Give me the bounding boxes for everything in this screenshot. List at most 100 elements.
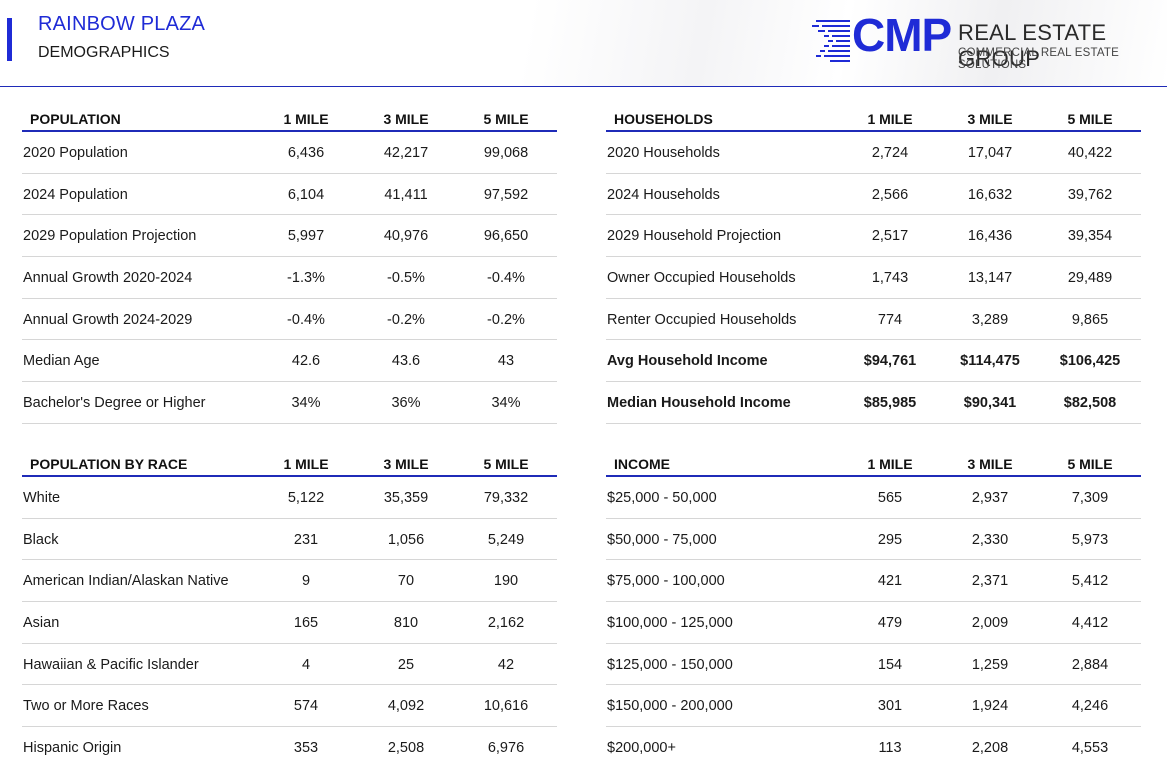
- row-label: Median Household Income: [607, 395, 791, 412]
- row-value: 5,122: [287, 490, 325, 506]
- row-value: 4,553: [1071, 740, 1109, 757]
- row-value: 190: [493, 573, 519, 590]
- row-value: 40,422: [1067, 145, 1113, 161]
- table-header-row: POPULATION BY RACE 1 MILE 3 MILE 5 MILE: [22, 447, 557, 477]
- row-value: 2,208: [971, 740, 1009, 757]
- row-value: $90,341: [963, 395, 1017, 412]
- row-label: Median Age: [23, 353, 100, 370]
- table-row: 2020 Households 2,724 17,047 40,422: [606, 132, 1141, 174]
- row-value: 2,330: [971, 531, 1009, 548]
- row-value: -0.2%: [487, 311, 525, 328]
- row-label: White: [23, 490, 61, 506]
- row-label: 2024 Population: [23, 186, 128, 203]
- row-value: 39,354: [1067, 228, 1113, 245]
- row-value: 2,937: [971, 490, 1009, 506]
- row-value: 1,259: [971, 656, 1009, 673]
- row-value: $106,425: [1059, 353, 1121, 370]
- table-row: Renter Occupied Households 774 3,289 9,865: [606, 299, 1141, 341]
- row-label: Renter Occupied Households: [607, 311, 797, 328]
- row-value: 35,359: [383, 490, 429, 506]
- table-row: $100,000 - 125,000 479 2,009 4,412: [606, 602, 1141, 644]
- row-value: 2,724: [871, 145, 909, 161]
- table-row: 2029 Population Projection 5,997 40,976 96,…: [22, 215, 557, 258]
- row-value: -0.5%: [387, 270, 425, 287]
- row-label: Two or More Races: [23, 698, 149, 715]
- table-row: $125,000 - 150,000 154 1,259 2,884: [606, 644, 1141, 686]
- table-row: Annual Growth 2024-2029 -0.4% -0.2% -0.2%: [22, 299, 557, 341]
- row-label: $25,000 - 50,000: [607, 490, 717, 506]
- row-value: 9: [301, 573, 311, 590]
- title-accent-bar: [7, 18, 12, 61]
- row-value: 42: [497, 656, 515, 673]
- row-value: 810: [393, 615, 419, 632]
- table-row: 2024 Households 2,566 16,632 39,762: [606, 174, 1141, 216]
- row-value: -1.3%: [287, 270, 325, 287]
- table-row: Black 231 1,056 5,249: [22, 519, 557, 561]
- table-row: $50,000 - 75,000 295 2,330 5,973: [606, 519, 1141, 561]
- race-table: POPULATION BY RACE 1 MILE 3 MILE 5 MILE Whit…: [22, 447, 557, 766]
- row-value: 1,743: [871, 270, 909, 287]
- table-section-title: POPULATION: [30, 111, 121, 127]
- row-value: 36%: [391, 395, 421, 412]
- table-row: Bachelor's Degree or Higher 34% 36% 34%: [22, 382, 557, 424]
- row-value: 4,092: [387, 698, 425, 715]
- row-value: 2,566: [871, 186, 909, 203]
- column-header: 3 MILE: [967, 111, 1013, 127]
- row-label: $125,000 - 150,000: [607, 656, 733, 673]
- table-row: Asian 165 810 2,162: [22, 602, 557, 644]
- table-row: Hispanic Origin 353 2,508 6,976: [22, 727, 557, 766]
- row-value: 2,884: [1071, 656, 1109, 673]
- row-label: Asian: [23, 615, 60, 632]
- row-value: 2,009: [971, 615, 1009, 632]
- table-row: 2020 Population 6,436 42,217 99,068: [22, 132, 557, 174]
- row-value: 5,249: [487, 531, 525, 548]
- row-value: 4,412: [1071, 615, 1109, 632]
- row-value: 2,371: [971, 573, 1009, 590]
- column-header: 3 MILE: [383, 111, 429, 127]
- row-value: 421: [877, 573, 903, 590]
- row-value: 17,047: [967, 145, 1013, 161]
- row-value: 165: [293, 615, 319, 632]
- row-value: 42.6: [291, 353, 321, 370]
- table-row: Owner Occupied Households 1,743 13,147 29,4…: [606, 257, 1141, 299]
- row-value: -0.2%: [387, 311, 425, 328]
- table-section-title: INCOME: [614, 456, 670, 472]
- row-value: 16,632: [967, 186, 1013, 203]
- column-header: 1 MILE: [283, 111, 329, 127]
- table-section-title: POPULATION BY RACE: [30, 456, 188, 472]
- table-row: Median Age 42.6 43.6 43: [22, 340, 557, 383]
- row-value: 2,517: [871, 228, 909, 245]
- table-row: Hawaiian & Pacific Islander 4 25 42: [22, 644, 557, 686]
- row-value: 13,147: [967, 270, 1013, 287]
- column-header: 1 MILE: [867, 456, 913, 472]
- row-value: 154: [877, 656, 903, 673]
- row-label: Bachelor's Degree or Higher: [23, 395, 206, 412]
- table-row: Median Household Income $85,985 $90,341 $82…: [606, 382, 1141, 424]
- row-value: $85,985: [863, 395, 917, 412]
- row-value: 353: [293, 740, 319, 757]
- row-value: 99,068: [483, 145, 529, 161]
- row-value: 5,973: [1071, 531, 1109, 548]
- table-row: $150,000 - 200,000 301 1,924 4,246: [606, 685, 1141, 728]
- table-row: Annual Growth 2020-2024 -1.3% -0.5% -0.4%: [22, 257, 557, 299]
- row-value: 4: [301, 656, 311, 673]
- row-value: 79,332: [483, 490, 529, 506]
- table-row: 2029 Household Projection 2,517 16,436 39,3…: [606, 215, 1141, 258]
- row-value: 113: [878, 740, 902, 757]
- row-value: 25: [397, 656, 415, 673]
- logo-mark: CMP: [852, 9, 952, 61]
- table-row: $75,000 - 100,000 421 2,371 5,412: [606, 560, 1141, 603]
- table-row: Avg Household Income $94,761 $114,475 $106,…: [606, 340, 1141, 383]
- table-row: Two or More Races 574 4,092 10,616: [22, 685, 557, 728]
- row-value: 7,309: [1071, 490, 1109, 506]
- table-row: $25,000 - 50,000 565 2,937 7,309: [606, 477, 1141, 519]
- row-value: 5,412: [1071, 573, 1109, 590]
- column-header: 1 MILE: [283, 456, 329, 472]
- row-value: -0.4%: [487, 270, 525, 287]
- row-label: $50,000 - 75,000: [607, 531, 717, 548]
- table-row: American Indian/Alaskan Native 9 70 190: [22, 560, 557, 603]
- table-row: 2024 Population 6,104 41,411 97,592: [22, 174, 557, 216]
- page-title: RAINBOW PLAZA: [38, 13, 206, 35]
- row-value: 6,104: [287, 186, 325, 203]
- row-value: 41,411: [384, 186, 428, 203]
